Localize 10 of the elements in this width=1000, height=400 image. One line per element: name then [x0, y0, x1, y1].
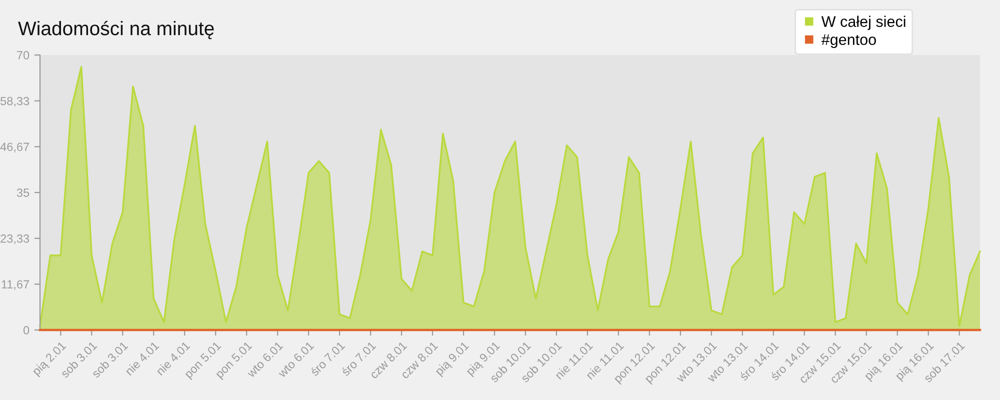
- y-tick-label: 11,67: [2, 280, 29, 290]
- chart-title: Wiadomości na minutę: [18, 20, 214, 40]
- y-tick-label: 0: [23, 326, 30, 334]
- y-tick-label: 46,67: [0, 142, 29, 152]
- legend-label: W całej sieci: [821, 16, 906, 30]
- y-tick-label: 70: [17, 51, 30, 60]
- y-tick-label: 35: [16, 188, 30, 197]
- y-tick-label: 58,33: [0, 96, 30, 107]
- legend-label: #gentoo: [821, 34, 876, 48]
- y-tick-label: 23,33: [0, 234, 30, 244]
